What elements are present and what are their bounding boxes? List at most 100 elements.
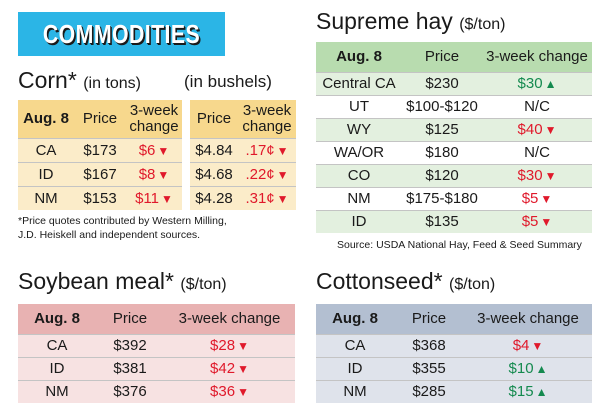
table-row: CA $173 $6 ▼ <box>18 137 182 162</box>
table-row: $4.68 .22¢ ▼ <box>190 161 296 186</box>
hay-state: UT <box>316 94 402 118</box>
cottonseed-title-label: Cottonseed* <box>316 268 443 294</box>
corn-footnote: *Price quotes contributed by Western Mil… <box>18 214 227 242</box>
corn-price-ton: $153 <box>74 185 126 210</box>
corn-change-ton: $11 ▼ <box>126 185 182 210</box>
soybean-state: ID <box>18 356 96 380</box>
cottonseed-state: NM <box>316 379 394 403</box>
up-arrow-icon: ▲ <box>535 385 548 400</box>
hay-state: Central CA <box>316 71 402 95</box>
corn-change-bushel: .22¢ ▼ <box>238 161 296 186</box>
hay-change: $30 ▼ <box>482 163 592 187</box>
down-arrow-icon: ▼ <box>531 339 544 353</box>
corn-change-ton: $6 ▼ <box>126 137 182 162</box>
table-row: CA $368 $4 ▼ <box>316 333 592 357</box>
commodities-banner: COMMODITIES <box>18 12 225 56</box>
cottonseed-state: ID <box>316 356 394 380</box>
hay-header-price: Price <box>424 48 460 66</box>
hay-state: NM <box>316 186 402 210</box>
hay-state: ID <box>316 209 402 233</box>
down-arrow-icon: ▼ <box>276 143 289 158</box>
table-row: CO $120 $30 ▼ <box>316 163 592 187</box>
hay-header-date: Aug. 8 <box>336 48 382 66</box>
down-arrow-icon: ▼ <box>540 192 553 206</box>
corn-title: Corn* (in tons) <box>18 67 141 94</box>
down-arrow-icon: ▼ <box>157 167 170 182</box>
corn-change-ton: $8 ▼ <box>126 161 182 186</box>
down-arrow-icon: ▼ <box>157 143 170 158</box>
soybean-state: NM <box>18 379 96 403</box>
corn-title-label: Corn* <box>18 67 77 93</box>
down-arrow-icon: ▼ <box>276 191 289 206</box>
cottonseed-table: Aug. 8 Price 3-week change CA $368 $4 ▼ I… <box>316 304 592 403</box>
hay-change: N/C <box>482 94 592 118</box>
corn-bushels-table: Price 3-week change $4.84 .17¢ ▼ $4.68 .2… <box>190 100 296 210</box>
cottonseed-price: $355 <box>394 356 464 380</box>
hay-header-change: 3-week change <box>486 48 588 66</box>
corn-header-change-line1: 3-week <box>129 101 179 119</box>
hay-price: $100-$120 <box>402 94 482 118</box>
hay-state: WA/OR <box>316 140 402 164</box>
corn-header-date: Aug. 8 <box>23 110 69 128</box>
soybean-header-date: Aug. 8 <box>34 310 80 328</box>
corn-unit-tons: (in tons) <box>83 75 141 92</box>
soybean-price: $376 <box>96 379 164 403</box>
corn-change-bushel: .31¢ ▼ <box>238 185 296 210</box>
down-arrow-icon: ▼ <box>237 339 249 353</box>
hay-change: $40 ▼ <box>482 117 592 141</box>
table-row: ID $355 $10 ▲ <box>316 356 592 380</box>
up-arrow-icon: ▲ <box>535 362 548 376</box>
cottonseed-header-date: Aug. 8 <box>332 310 378 328</box>
cottonseed-price: $368 <box>394 333 464 357</box>
hay-price: $175-$180 <box>402 186 482 210</box>
down-arrow-icon: ▼ <box>276 167 289 182</box>
table-row: ID $167 $8 ▼ <box>18 161 182 186</box>
table-row: Central CA $230 $30 ▲ <box>316 71 592 95</box>
hay-source: Source: USDA National Hay, Feed & Seed S… <box>337 239 582 251</box>
down-arrow-icon: ▼ <box>161 191 173 206</box>
soybean-header-change: 3-week change <box>178 310 281 328</box>
cottonseed-header-change: 3-week change <box>477 310 579 328</box>
hay-price: $135 <box>402 209 482 233</box>
hay-state: WY <box>316 117 402 141</box>
soybean-change: $42 ▼ <box>164 356 295 380</box>
cottonseed-change: $15 ▲ <box>464 379 592 403</box>
cottonseed-change: $4 ▼ <box>464 333 592 357</box>
corn-footnote-line1: *Price quotes contributed by Western Mil… <box>18 215 227 227</box>
cottonseed-header-price: Price <box>411 310 447 328</box>
table-row: NM $285 $15 ▲ <box>316 379 592 403</box>
soybean-price: $392 <box>96 333 164 357</box>
corn-tons-table: Aug. 8 Price 3-week change CA $173 $6 ▼ I… <box>18 100 182 210</box>
hay-price: $230 <box>402 71 482 95</box>
table-row: $4.84 .17¢ ▼ <box>190 137 296 162</box>
cottonseed-change: $10 ▲ <box>464 356 592 380</box>
banner-title: COMMODITIES <box>42 19 201 49</box>
soybean-change: $36 ▼ <box>164 379 295 403</box>
corn-change-bushel: .17¢ ▼ <box>238 137 296 162</box>
table-row: WA/OR $180 N/C <box>316 140 592 164</box>
corn-bu-header-change-line1: 3-week <box>242 101 292 119</box>
cottonseed-price: $285 <box>394 379 464 403</box>
corn-header-price: Price <box>82 110 118 128</box>
corn-header-change-line2: change <box>129 117 179 135</box>
hay-change: $5 ▼ <box>482 186 592 210</box>
soybean-table: Aug. 8 Price 3-week change CA $392 $28 ▼ … <box>18 304 295 403</box>
table-row: NM $175-$180 $5 ▼ <box>316 186 592 210</box>
corn-footnote-line2: J.D. Heiskell and independent sources. <box>18 229 201 241</box>
table-row: ID $135 $5 ▼ <box>316 209 592 233</box>
corn-state: ID <box>18 161 74 186</box>
down-arrow-icon: ▼ <box>540 215 553 230</box>
hay-change: $5 ▼ <box>482 209 592 233</box>
soybean-change: $28 ▼ <box>164 333 295 357</box>
corn-price-bushel: $4.84 <box>190 137 238 162</box>
down-arrow-icon: ▼ <box>237 385 249 400</box>
corn-unit-bushels: (in bushels) <box>184 72 272 91</box>
cottonseed-state: CA <box>316 333 394 357</box>
hay-title-label: Supreme hay <box>316 8 453 34</box>
table-row: NM $376 $36 ▼ <box>18 379 295 403</box>
corn-header-change: 3-week change <box>126 100 182 138</box>
table-row: UT $100-$120 N/C <box>316 94 592 118</box>
table-row: $4.28 .31¢ ▼ <box>190 185 296 210</box>
table-row: NM $153 $11 ▼ <box>18 185 182 210</box>
down-arrow-icon: ▼ <box>237 362 249 376</box>
